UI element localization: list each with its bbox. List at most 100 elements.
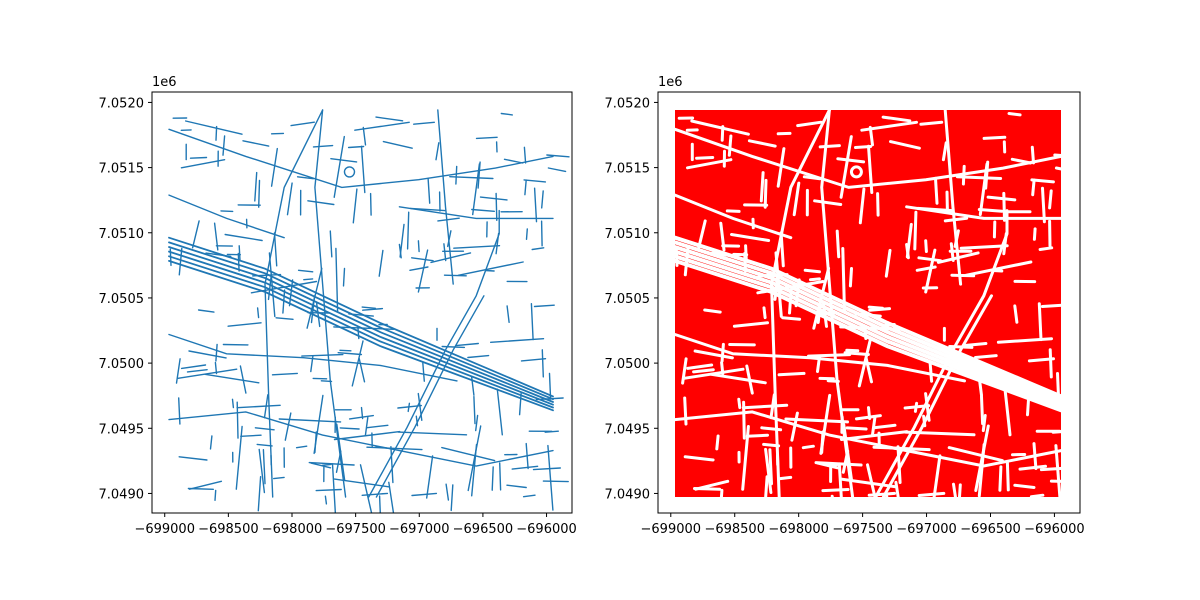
street-gap: [991, 269, 1004, 273]
street-line: [357, 326, 360, 340]
street-line: [506, 305, 510, 323]
street-gap: [868, 125, 874, 147]
street-line: [263, 394, 269, 419]
street-line: [335, 450, 342, 473]
street-gap: [874, 209, 1009, 499]
street-gap: [981, 414, 987, 433]
street-line: [312, 144, 334, 148]
street-gap: [1038, 246, 1054, 251]
left-x-ticks: −699000 −698500 −698000 −697500 −697000 −6965…: [134, 513, 577, 537]
street-gap: [881, 445, 901, 451]
street-gap: [917, 256, 942, 263]
street-line: [320, 380, 333, 383]
street-line: [189, 156, 208, 159]
street-gap: [952, 482, 958, 502]
street-gap: [796, 120, 823, 128]
street-line: [301, 353, 344, 357]
y-tick-label: 7.0505: [605, 292, 651, 307]
street-line: [398, 206, 554, 220]
street-gap: [816, 354, 822, 373]
street-line: [330, 158, 358, 163]
street-gap: [924, 239, 928, 253]
street-line: [209, 435, 213, 450]
street-line: [533, 304, 555, 308]
street-gap: [932, 454, 942, 500]
street-gap: [673, 249, 1063, 407]
y-tick-label: 7.0515: [605, 162, 651, 177]
street-gap: [720, 125, 725, 142]
street-line: [520, 358, 547, 362]
street-line: [258, 179, 261, 208]
street-gap: [742, 400, 746, 440]
street-line: [532, 467, 561, 471]
street-gap: [730, 233, 771, 242]
street-gap: [1049, 479, 1078, 484]
y-tick-label: 7.0490: [99, 487, 145, 502]
street-gap: [827, 462, 840, 467]
x-tick-label: −698000: [262, 522, 323, 537]
street-gap: [1030, 178, 1055, 184]
street-gap: [703, 308, 722, 314]
street-line: [495, 192, 498, 221]
street-line: [273, 476, 285, 480]
street-gap: [759, 171, 765, 203]
street-line: [511, 465, 539, 470]
street-gap: [821, 488, 850, 493]
street-line: [445, 483, 450, 501]
x-tick-label: −697000: [896, 522, 957, 537]
y-tick-label: 7.0500: [99, 357, 145, 372]
street-line: [540, 220, 543, 247]
street-line: [262, 449, 266, 485]
street-line: [547, 444, 554, 511]
street-line: [447, 230, 452, 248]
x-tick-label: −698000: [768, 522, 829, 537]
street-line: [239, 365, 247, 394]
street-line: [523, 179, 547, 183]
street-gap: [839, 325, 902, 331]
street-gap: [1029, 493, 1045, 499]
right-y-ticks: 7.0490 7.0495 7.0500 7.0505 7.0510 7.0515 7.05…: [605, 96, 658, 502]
street-line: [169, 248, 172, 267]
street-line: [284, 412, 292, 441]
roundabout-mark: [343, 166, 356, 178]
street-gap: [737, 397, 742, 410]
street-gap: [788, 288, 793, 315]
street-gap: [978, 162, 989, 217]
street-gap: [953, 229, 960, 248]
street-gap: [830, 494, 835, 506]
street-gap: [1048, 189, 1053, 210]
street-line: [378, 495, 381, 513]
street-line: [187, 487, 214, 490]
street-line: [417, 240, 420, 253]
y-tick-label: 7.0520: [605, 96, 651, 111]
street-line: [475, 136, 498, 140]
street-gap: [683, 396, 688, 426]
street-gap: [673, 193, 793, 240]
y-tick-label: 7.0490: [605, 487, 651, 502]
street-gap: [854, 312, 882, 318]
street-gap: [839, 135, 853, 199]
y-tick-label: 7.0500: [605, 357, 651, 372]
street-line: [236, 401, 239, 439]
street-gap: [881, 294, 993, 499]
street-gap: [809, 277, 821, 282]
street-line: [411, 492, 438, 497]
street-line: [351, 340, 364, 387]
street-gap: [1039, 466, 1070, 472]
street-line: [188, 480, 223, 490]
street-line: [254, 427, 275, 431]
street-gap: [692, 368, 715, 374]
street-line: [406, 211, 410, 250]
street-line: [337, 352, 363, 356]
street-gap: [794, 278, 801, 308]
street-line: [178, 456, 208, 461]
street-line: [296, 176, 314, 180]
y-tick-label: 7.0515: [99, 162, 145, 177]
street-gap: [763, 178, 768, 209]
street-gap: [903, 430, 976, 437]
street-line: [333, 430, 401, 441]
street-gap: [673, 127, 1063, 189]
street-line: [240, 434, 262, 437]
street-gap: [781, 316, 802, 321]
street-gap: [980, 395, 985, 426]
